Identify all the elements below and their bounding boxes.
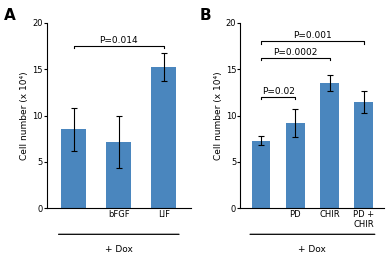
Text: + Dox: + Dox (105, 246, 133, 255)
Text: P=0.001: P=0.001 (293, 31, 332, 40)
Bar (151, 67, 176, 208)
Text: A: A (4, 8, 15, 23)
Bar (355, 102, 373, 208)
Text: B: B (200, 8, 212, 23)
Text: P=0.014: P=0.014 (99, 36, 138, 45)
Y-axis label: Cell number (x 10⁴): Cell number (x 10⁴) (214, 71, 223, 160)
Text: P=0.0002: P=0.0002 (273, 48, 317, 57)
Bar (320, 83, 339, 208)
Y-axis label: Cell number (x 10⁴): Cell number (x 10⁴) (20, 71, 29, 160)
Text: P=0.02: P=0.02 (262, 87, 294, 96)
Bar (106, 141, 131, 208)
Text: + Dox: + Dox (298, 246, 326, 255)
Bar (286, 123, 305, 208)
Bar (252, 141, 270, 208)
Bar (61, 129, 86, 208)
